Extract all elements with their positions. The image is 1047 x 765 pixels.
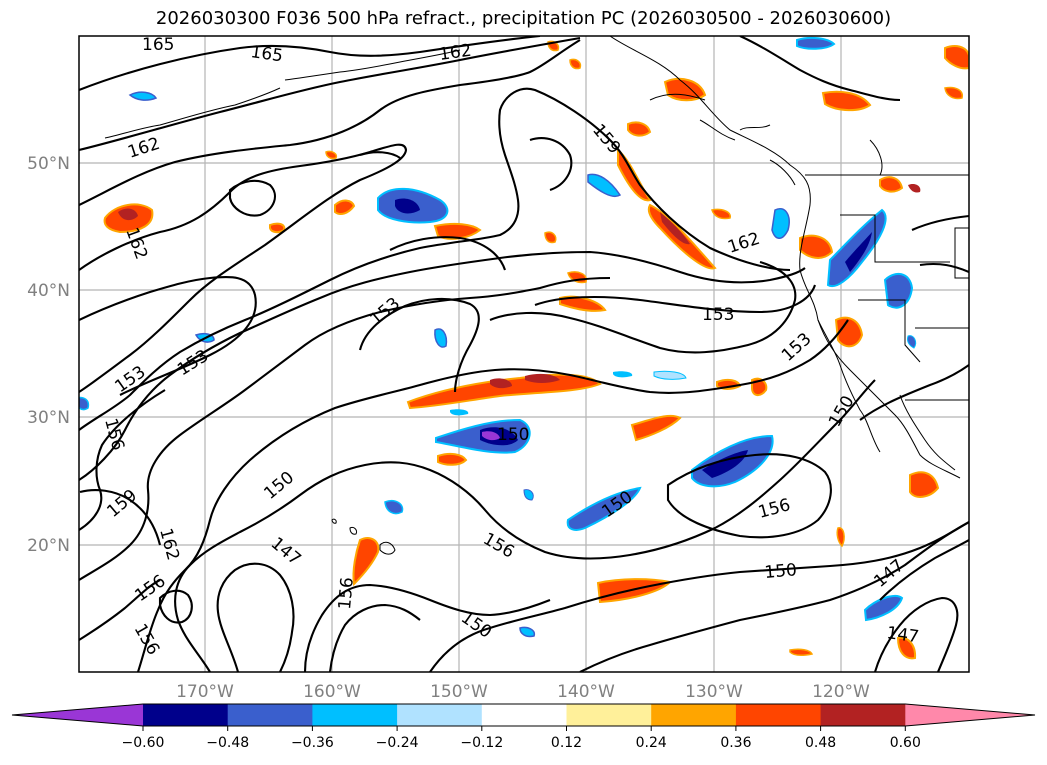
contour-label: 162 (438, 41, 473, 65)
colorbar-tick-label: −0.12 (460, 735, 503, 751)
colorbar-segment (481, 704, 567, 726)
lon-label-130w: 130°W (685, 682, 743, 702)
longitude-labels: 170°W 160°W 150°W 140°W 130°W 120°W (176, 682, 870, 702)
map-border (78, 35, 970, 673)
colorbar-tick-label: 0.36 (720, 735, 751, 751)
latitude-labels: 50°N 40°N 30°N 20°N (27, 154, 70, 556)
colorbar-tick-label: 0.12 (551, 735, 582, 751)
colorbar-extend-high (905, 704, 1035, 726)
contour-label: 165 (249, 42, 284, 66)
lon-label-120w: 120°W (812, 682, 870, 702)
colorbar-segment (651, 704, 737, 726)
colorbar-tick-label: 0.60 (890, 735, 921, 751)
lon-label-160w: 160°W (303, 682, 361, 702)
lon-label-140w: 140°W (557, 682, 615, 702)
contour-label: 150 (764, 560, 798, 583)
colorbar-segment (227, 704, 313, 726)
contour-label: 147 (885, 623, 920, 647)
lat-label-40n: 40°N (27, 281, 70, 301)
colorbar-tick-label: −0.48 (206, 735, 249, 751)
colorbar-segment (397, 704, 483, 726)
colorbar-segment (312, 704, 398, 726)
colorbar-tick-label: 0.48 (805, 735, 836, 751)
colorbar-tick-label: −0.60 (122, 735, 165, 751)
colorbar-tick-label: −0.24 (376, 735, 419, 751)
lat-label-20n: 20°N (27, 536, 70, 556)
lon-label-150w: 150°W (430, 682, 488, 702)
colorbar-segment (566, 704, 652, 726)
refractivity-contours (79, 36, 969, 672)
contour-label: 153 (702, 305, 734, 325)
graticule (79, 36, 969, 672)
colorbar: −0.60 −0.48 −0.36 −0.24 −0.12 0.12 0.24 0.36 0.4… (11, 703, 1036, 751)
lat-label-50n: 50°N (27, 154, 70, 174)
map-title: 2026030300 F036 500 hPa refract., precip… (155, 8, 892, 29)
colorbar-segment (735, 704, 822, 726)
contour-label: 165 (142, 35, 174, 55)
colorbar-segment (820, 704, 906, 726)
lon-label-170w: 170°W (176, 682, 234, 702)
colorbar-tick-label: 0.24 (636, 735, 667, 751)
lat-label-30n: 30°N (27, 408, 70, 428)
colorbar-extend-low (12, 704, 143, 726)
contour-label: 150 (497, 425, 529, 445)
contour-label: 156 (335, 576, 358, 610)
colorbar-segment (143, 704, 229, 726)
colorbar-tick-label: −0.36 (291, 735, 334, 751)
